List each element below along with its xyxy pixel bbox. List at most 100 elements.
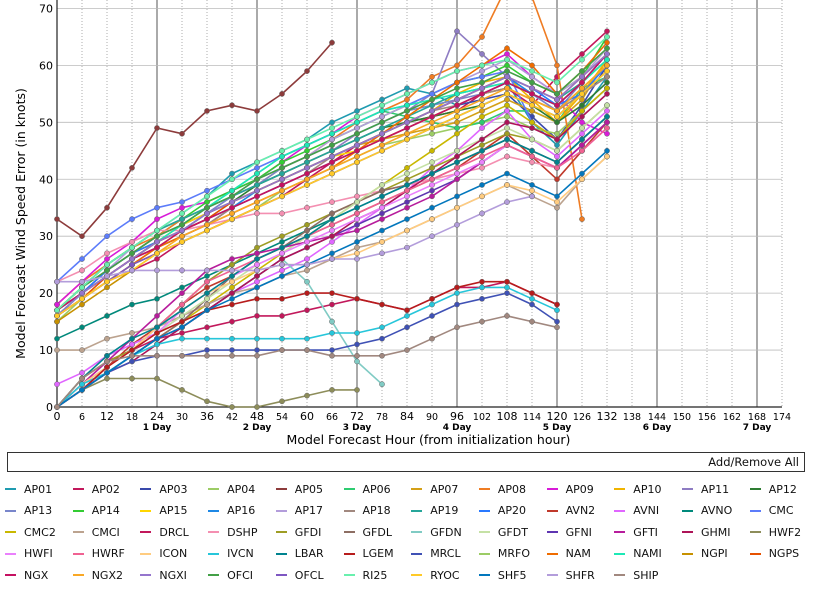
legend-item-ryoc[interactable]: RYOC bbox=[411, 564, 478, 586]
data-point-nam bbox=[529, 62, 535, 69]
legend-item-ap12[interactable]: AP12 bbox=[749, 478, 817, 500]
legend-item-cmc2[interactable]: CMC2 bbox=[5, 521, 72, 543]
legend-item-lbar[interactable]: LBAR bbox=[275, 543, 343, 565]
legend-item-mrfo[interactable]: MRFO bbox=[478, 543, 546, 565]
data-point-ri25 bbox=[54, 307, 60, 314]
legend-item-drcl[interactable]: DRCL bbox=[140, 521, 207, 543]
legend-item-ngx[interactable]: NGX bbox=[5, 564, 72, 586]
legend-swatch bbox=[5, 509, 16, 512]
legend-item-ngpi[interactable]: NGPI bbox=[682, 543, 749, 565]
data-point-icon bbox=[579, 176, 585, 183]
data-point-ivcn bbox=[354, 330, 360, 336]
data-point-ngxi bbox=[554, 96, 560, 103]
add-remove-all-button[interactable]: Add/Remove All bbox=[708, 455, 799, 469]
legend-item-avn2[interactable]: AVN2 bbox=[546, 500, 614, 522]
legend-item-avno[interactable]: AVNO bbox=[682, 500, 749, 522]
data-point-drcl bbox=[229, 318, 235, 325]
data-point-ivcn bbox=[479, 284, 485, 291]
x-tick-label: 84 bbox=[400, 410, 414, 423]
data-point-ri25 bbox=[204, 193, 210, 200]
legend-item-gfdt[interactable]: GFDT bbox=[478, 521, 546, 543]
legend-item-ivcn[interactable]: IVCN bbox=[208, 543, 275, 565]
legend-label: GFNI bbox=[565, 525, 592, 539]
legend-item-ri25[interactable]: RI25 bbox=[343, 564, 411, 586]
legend-item-ap04[interactable]: AP04 bbox=[208, 478, 275, 500]
legend-item-cmc[interactable]: CMC bbox=[749, 500, 817, 522]
data-point-ap09 bbox=[104, 256, 110, 262]
legend-item-ap02[interactable]: AP02 bbox=[72, 478, 140, 500]
legend-item-dshp[interactable]: DSHP bbox=[208, 521, 275, 543]
legend-swatch bbox=[72, 488, 84, 490]
data-point-ship bbox=[179, 352, 185, 359]
data-point-nami bbox=[604, 56, 610, 63]
data-point-lgem bbox=[504, 278, 510, 285]
legend-item-icon[interactable]: ICON bbox=[140, 543, 207, 565]
legend-item-shf5[interactable]: SHF5 bbox=[478, 564, 546, 586]
data-point-hwf2 bbox=[104, 375, 110, 382]
legend-swatch bbox=[478, 574, 490, 576]
legend-item-hwfi[interactable]: HWFI bbox=[5, 543, 72, 565]
legend-item-gfdl[interactable]: GFDL bbox=[343, 521, 411, 543]
legend-item-ap06[interactable]: AP06 bbox=[343, 478, 411, 500]
legend-item-ap13[interactable]: AP13 bbox=[5, 500, 72, 522]
data-point-shfr bbox=[129, 267, 135, 274]
legend-item-ofci[interactable]: OFCI bbox=[208, 564, 275, 586]
legend-item-ghmi[interactable]: GHMI bbox=[682, 521, 749, 543]
legend-item-ap03[interactable]: AP03 bbox=[140, 478, 207, 500]
legend-item-ngx2[interactable]: NGX2 bbox=[72, 564, 140, 586]
data-point-ivcn bbox=[79, 381, 85, 388]
legend-item-ap18[interactable]: AP18 bbox=[343, 500, 411, 522]
legend-item-ap10[interactable]: AP10 bbox=[614, 478, 681, 500]
data-point-avni bbox=[479, 125, 485, 131]
legend-item-ngps[interactable]: NGPS bbox=[749, 543, 817, 565]
data-point-ryoc bbox=[479, 102, 485, 109]
data-point-shfr bbox=[54, 278, 60, 285]
legend-item-ap19[interactable]: AP19 bbox=[411, 500, 478, 522]
legend-item-hwf2[interactable]: HWF2 bbox=[749, 521, 817, 543]
data-point-ap04 bbox=[504, 113, 510, 120]
legend-item-nami[interactable]: NAMI bbox=[614, 543, 681, 565]
legend-item-ngxi[interactable]: NGXI bbox=[140, 564, 207, 586]
legend-item-ap17[interactable]: AP17 bbox=[275, 500, 343, 522]
legend-item-ap05[interactable]: AP05 bbox=[275, 478, 343, 500]
data-point-hwrf bbox=[579, 147, 585, 154]
legend-item-lgem[interactable]: LGEM bbox=[343, 543, 411, 565]
legend-item-ap01[interactable]: AP01 bbox=[5, 478, 72, 500]
data-point-ap12 bbox=[604, 79, 610, 86]
legend-item-nam[interactable]: NAM bbox=[546, 543, 614, 565]
data-point-ghmi bbox=[604, 91, 610, 97]
legend-item-ap11[interactable]: AP11 bbox=[682, 478, 749, 500]
data-point-ap17 bbox=[354, 125, 360, 131]
data-point-ap09 bbox=[604, 130, 610, 137]
legend-item-ofcl[interactable]: OFCL bbox=[275, 564, 343, 586]
data-point-mrcl bbox=[454, 301, 460, 308]
legend-item-gfdn[interactable]: GFDN bbox=[411, 521, 478, 543]
legend-item-hwrf[interactable]: HWRF bbox=[72, 543, 140, 565]
data-point-cmci bbox=[79, 347, 85, 353]
data-point-shfr bbox=[379, 250, 385, 257]
legend-item-gfni[interactable]: GFNI bbox=[546, 521, 614, 543]
legend-item-gfti[interactable]: GFTI bbox=[614, 521, 681, 543]
legend-item-mrcl[interactable]: MRCL bbox=[411, 543, 478, 565]
legend-item-ap20[interactable]: AP20 bbox=[478, 500, 546, 522]
day-label: 5 Day bbox=[543, 423, 572, 433]
legend-item-ap15[interactable]: AP15 bbox=[140, 500, 207, 522]
data-point-gfdt bbox=[179, 313, 185, 319]
legend-item-ship[interactable]: SHIP bbox=[614, 564, 681, 586]
legend-label: GFDL bbox=[362, 525, 392, 539]
legend-item-ap16[interactable]: AP16 bbox=[208, 500, 275, 522]
legend-item-avni[interactable]: AVNI bbox=[614, 500, 681, 522]
legend-item-ap08[interactable]: AP08 bbox=[478, 478, 546, 500]
legend-item-shfr[interactable]: SHFR bbox=[546, 564, 614, 586]
legend-item-cmci[interactable]: CMCI bbox=[72, 521, 140, 543]
data-point-gfdi bbox=[304, 221, 310, 228]
legend-item-gfdi[interactable]: GFDI bbox=[275, 521, 343, 543]
data-point-shf5 bbox=[379, 227, 385, 234]
legend-item-ap14[interactable]: AP14 bbox=[72, 500, 140, 522]
data-point-hwf2 bbox=[254, 404, 260, 410]
data-point-ryoc bbox=[504, 91, 510, 97]
plot-series-group bbox=[54, 0, 610, 410]
legend-item-ap07[interactable]: AP07 bbox=[411, 478, 478, 500]
legend-item-ap09[interactable]: AP09 bbox=[546, 478, 614, 500]
x-tick-label: 162 bbox=[723, 412, 741, 423]
